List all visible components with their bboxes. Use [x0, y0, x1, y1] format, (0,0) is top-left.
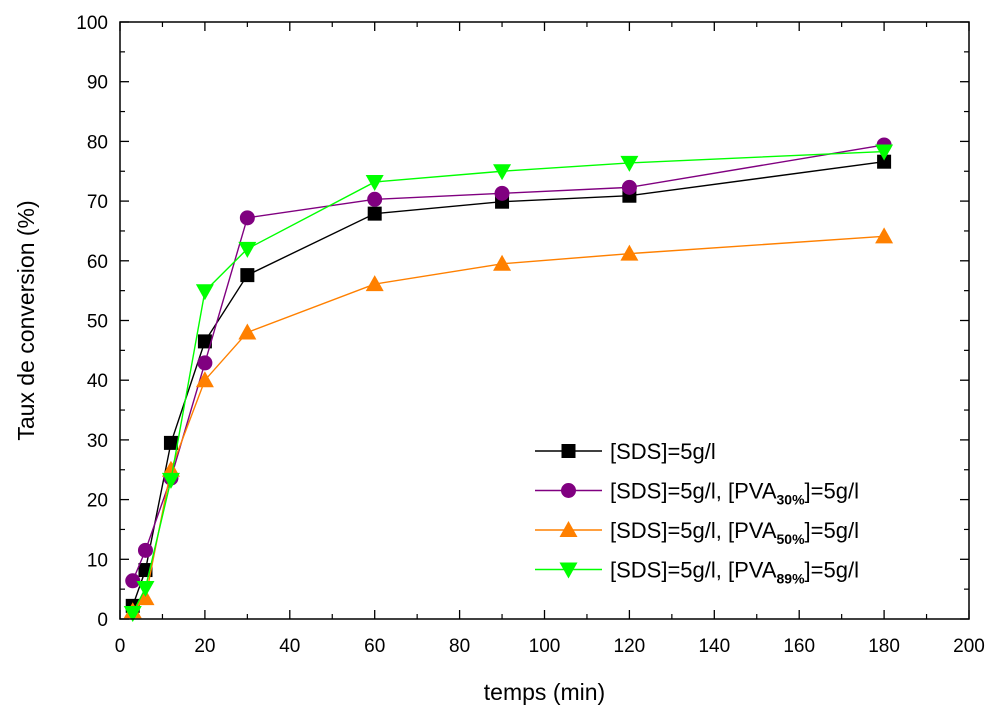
y-tick-label: 80: [87, 132, 108, 153]
x-tick-label: 20: [194, 636, 215, 657]
y-tick-label: 70: [87, 192, 108, 213]
legend-item: [SDS]=5g/l, [PVA89%]=5g/l: [535, 558, 859, 587]
legend-item: [SDS]=5g/l, [PVA50%]=5g/l: [535, 518, 859, 547]
data-point: [161, 472, 180, 489]
y-tick-label: 60: [87, 252, 108, 273]
x-tick-label: 180: [868, 636, 900, 657]
data-point: [195, 284, 214, 301]
data-point: [137, 542, 153, 558]
x-tick-label: 200: [953, 636, 985, 657]
data-point: [197, 355, 213, 371]
data-point: [195, 371, 214, 388]
y-tick-label: 0: [97, 610, 108, 631]
data-point: [493, 164, 512, 181]
legend-marker: [561, 444, 576, 458]
series-layer: [123, 137, 894, 623]
x-axis-title: temps (min): [484, 679, 605, 705]
x-tick-label: 100: [529, 636, 561, 657]
y-tick-label: 30: [87, 431, 108, 452]
data-point: [620, 244, 639, 261]
legend-marker: [559, 562, 578, 579]
legend-item: [SDS]=5g/l: [535, 439, 716, 464]
legend-label: [SDS]=5g/l, [PVA50%]=5g/l: [610, 518, 859, 547]
axes: 0 20 40 60 80 100 120 140 160 180 200 0 10 20 30 40 50 60…: [76, 13, 985, 657]
y-tick-label: 50: [87, 312, 108, 333]
data-point: [494, 185, 510, 201]
x-tick-label: 120: [614, 636, 646, 657]
data-point: [136, 589, 155, 606]
data-point: [239, 210, 255, 226]
y-tick-label: 90: [87, 73, 108, 94]
legend-marker: [559, 521, 578, 537]
legend-label: [SDS]=5g/l: [610, 439, 716, 464]
series-line: [132, 144, 885, 582]
data-point: [238, 323, 257, 340]
x-tick-label: 160: [783, 636, 815, 657]
legend-label: [SDS]=5g/l, [PVA89%]=5g/l: [610, 558, 859, 587]
data-point: [367, 191, 383, 207]
data-point: [620, 155, 639, 172]
y-tick-label: 20: [87, 491, 108, 512]
data-point: [621, 179, 637, 195]
series-3: [123, 227, 894, 619]
y-tick-label: 10: [87, 550, 108, 571]
plot-frame: [119, 21, 970, 620]
data-point: [161, 460, 180, 477]
y-axis-title: Taux de conversion (%): [13, 200, 39, 440]
x-tick-label: 60: [364, 636, 385, 657]
series-4: [123, 144, 894, 623]
x-tick-label: 140: [698, 636, 730, 657]
x-tick-label: 0: [115, 636, 126, 657]
legend-marker: [561, 483, 576, 498]
data-point: [136, 580, 155, 597]
data-point: [125, 573, 141, 589]
data-point: [163, 435, 178, 450]
data-point: [877, 154, 892, 169]
data-point: [367, 206, 382, 221]
data-point: [123, 606, 142, 623]
y-tick-label: 40: [87, 371, 108, 392]
data-point: [238, 241, 257, 258]
legend-label: [SDS]=5g/l, [PVA30%]=5g/l: [610, 479, 859, 508]
data-point: [493, 254, 512, 271]
data-point: [240, 268, 255, 283]
legend: [SDS]=5g/l [SDS]=5g/l, [PVA30%]=5g/l [SDS]…: [535, 439, 859, 587]
data-point: [197, 334, 212, 349]
legend-item: [SDS]=5g/l, [PVA30%]=5g/l: [535, 479, 859, 508]
data-point: [875, 227, 894, 244]
data-point: [365, 275, 384, 292]
x-tick-label: 80: [449, 636, 470, 657]
y-tick-label: 100: [76, 13, 108, 34]
data-point: [875, 144, 894, 161]
series-line: [132, 235, 885, 612]
data-point: [365, 174, 384, 191]
x-tick-label: 40: [279, 636, 300, 657]
